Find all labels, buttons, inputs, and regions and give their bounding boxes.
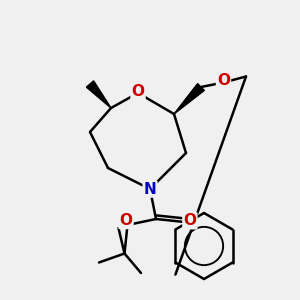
Polygon shape: [86, 81, 111, 108]
Polygon shape: [174, 84, 204, 114]
Text: O: O: [183, 213, 196, 228]
Text: O: O: [119, 213, 133, 228]
Text: O: O: [131, 84, 145, 99]
Text: O: O: [217, 73, 230, 88]
Text: N: N: [144, 182, 156, 196]
